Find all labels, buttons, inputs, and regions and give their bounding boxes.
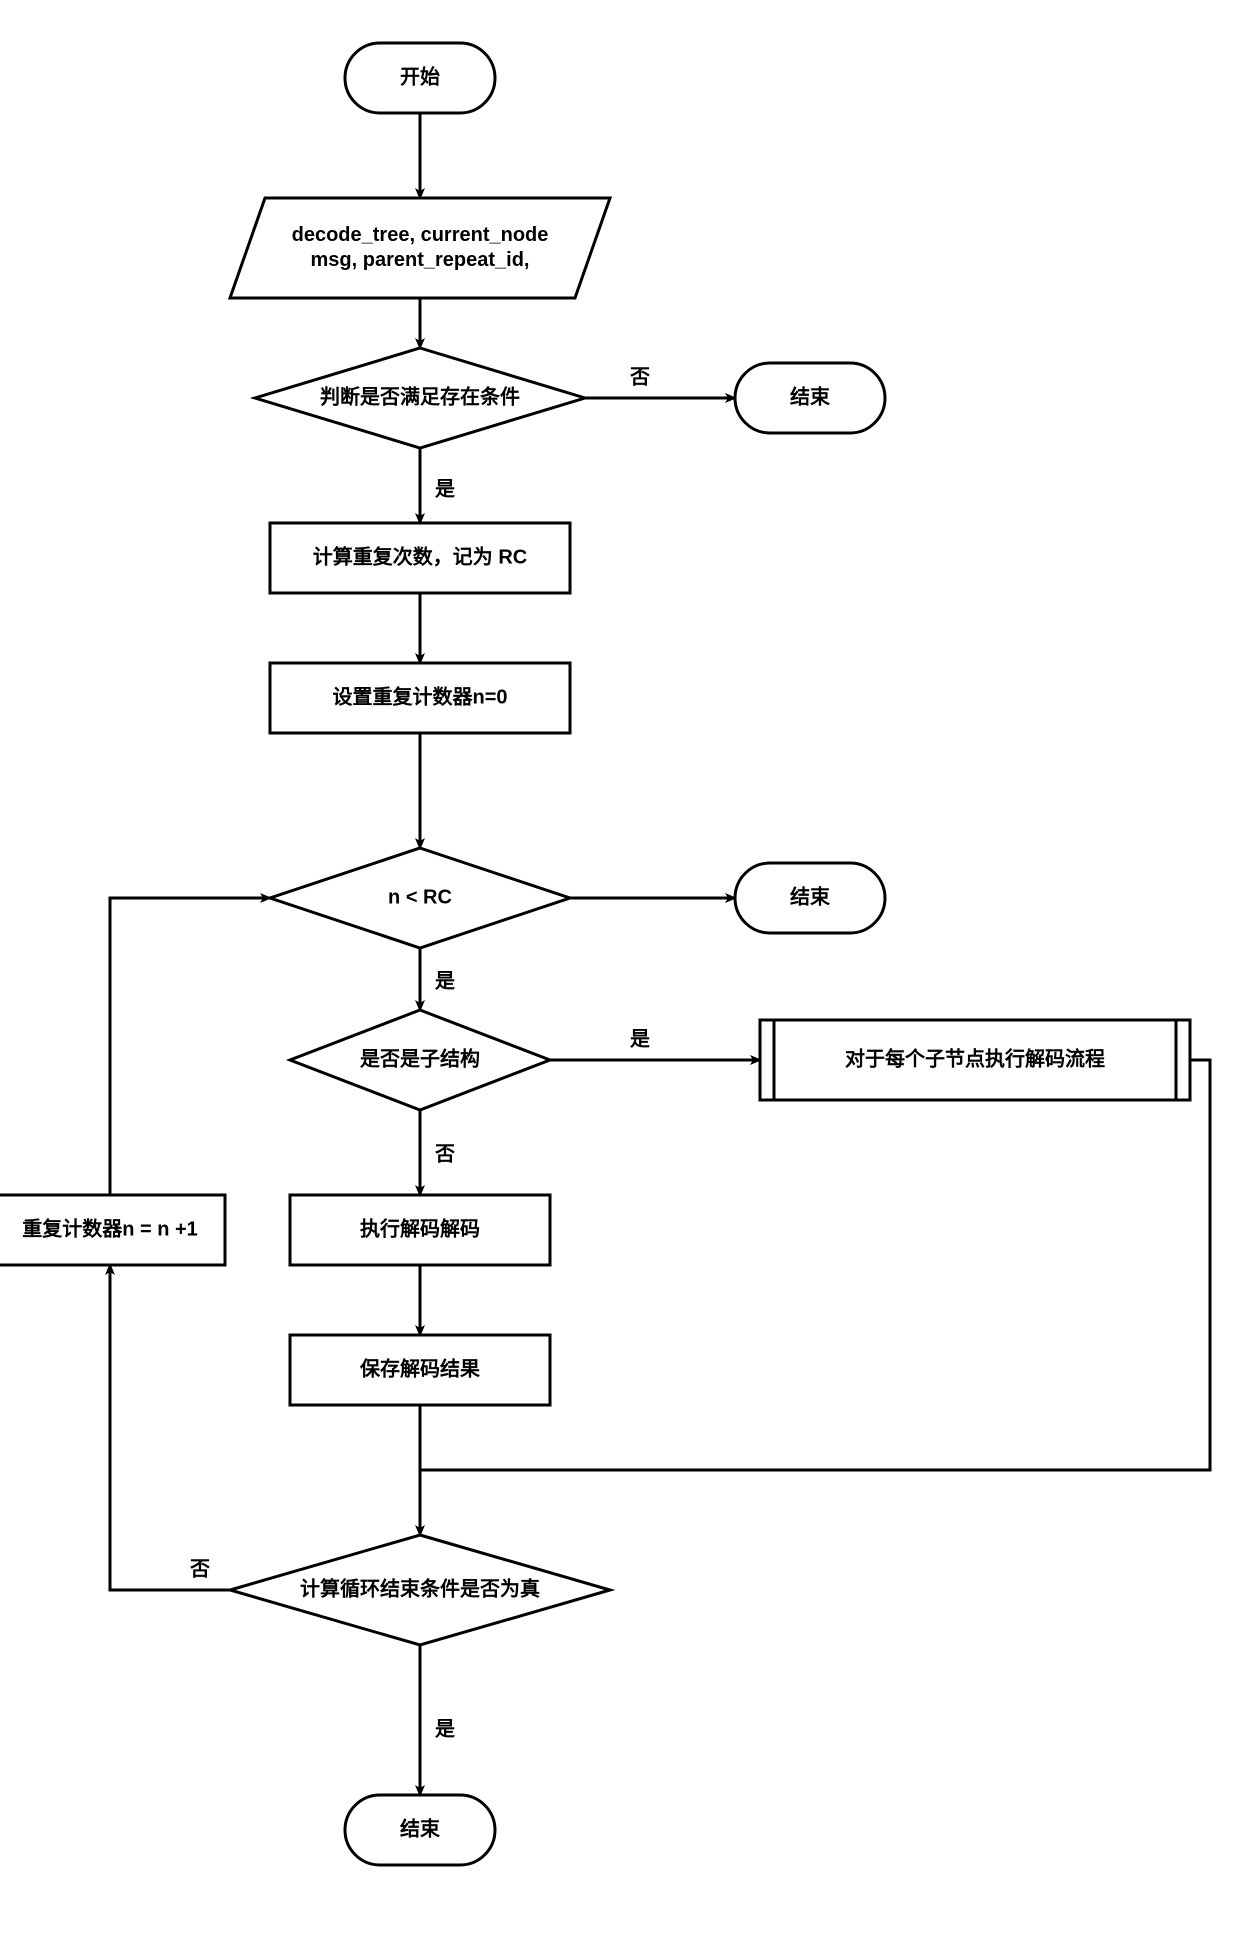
node-d_sub: 是否是子结构 — [290, 1010, 550, 1110]
node-label: 重复计数器n = n +1 — [22, 1216, 198, 1240]
node-label: msg, parent_repeat_id, — [311, 249, 530, 271]
node-label: 判断是否满足存在条件 — [320, 384, 520, 408]
node-label: decode_tree, current_node — [292, 224, 549, 246]
node-d_end: 计算循环结束条件是否为真 — [230, 1535, 610, 1645]
node-end1: 结束 — [735, 363, 885, 433]
node-label: 结束 — [790, 884, 831, 908]
edge-label: 是 — [434, 477, 455, 500]
node-p_rc: 计算重复次数，记为 RC — [270, 523, 570, 593]
edge — [110, 898, 270, 1195]
node-p_save: 保存解码结果 — [290, 1335, 550, 1405]
edge-label: 否 — [434, 1143, 455, 1165]
edge-label: 是 — [629, 1027, 650, 1050]
edge-label: 是 — [434, 1717, 455, 1740]
node-label: 计算重复次数，记为 RC — [313, 544, 527, 568]
node-label: 对于每个子节点执行解码流程 — [845, 1046, 1105, 1070]
node-label: 设置重复计数器n=0 — [332, 684, 507, 708]
edge-label: 否 — [629, 366, 650, 388]
flowchart-canvas: 否是是是否是否开始decode_tree, current_nodemsg, p… — [0, 0, 1240, 1959]
node-label: n < RC — [388, 886, 452, 908]
node-p_child: 对于每个子节点执行解码流程 — [760, 1020, 1190, 1100]
node-input: decode_tree, current_node msg, parent_rep… — [230, 198, 610, 298]
node-p_n0: 设置重复计数器n=0 — [270, 663, 570, 733]
node-end3: 结束 — [345, 1795, 495, 1865]
node-p_decode: 执行解码解码 — [290, 1195, 550, 1265]
node-label: 保存解码结果 — [359, 1356, 480, 1380]
edge-label: 否 — [189, 1558, 210, 1580]
node-label: 执行解码解码 — [360, 1216, 480, 1240]
node-label: 开始 — [400, 64, 440, 88]
edge — [110, 1265, 230, 1590]
node-label: 计算循环结束条件是否为真 — [300, 1576, 540, 1600]
node-d_nrc: n < RC — [270, 848, 570, 948]
node-label: 结束 — [790, 384, 831, 408]
node-p_inc: 重复计数器n = n +1 — [0, 1195, 225, 1265]
node-d_exist: 判断是否满足存在条件 — [255, 348, 585, 448]
edge-label: 是 — [434, 969, 455, 992]
node-start: 开始 — [345, 43, 495, 113]
node-end2: 结束 — [735, 863, 885, 933]
node-label: 结束 — [400, 1816, 441, 1840]
node-label: 是否是子结构 — [359, 1046, 480, 1070]
